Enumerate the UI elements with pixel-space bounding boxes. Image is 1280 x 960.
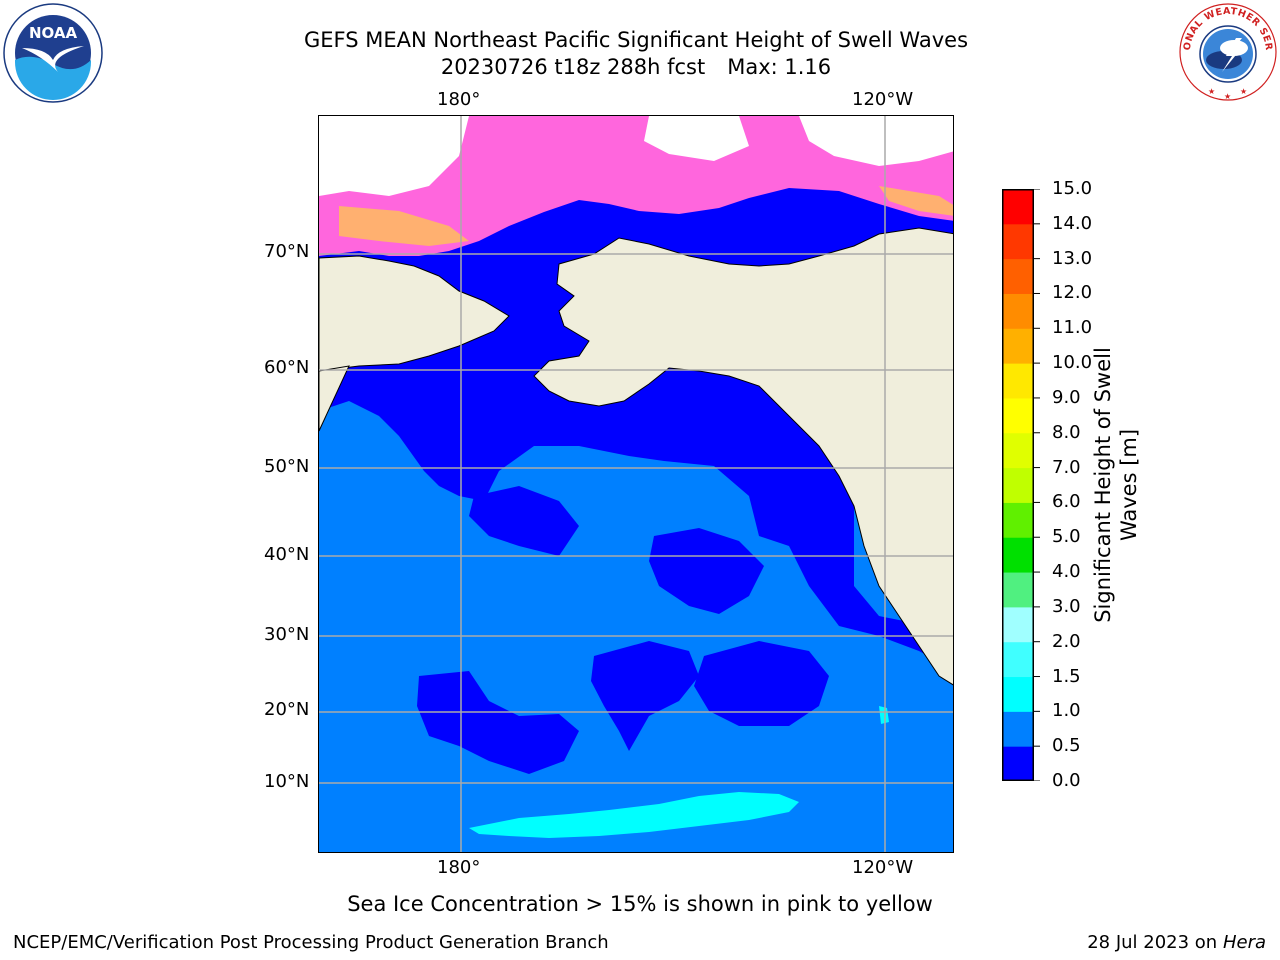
colorbar-tick-label: 15.0 xyxy=(1052,178,1093,199)
lat-tick: 60°N xyxy=(264,357,310,378)
lat-tick: 70°N xyxy=(264,241,310,262)
chart-subtitle: 20230726 t18z 288h fcst Max: 1.16 xyxy=(0,54,1272,80)
lat-tick: 10°N xyxy=(264,771,310,792)
nws-logo-icon: NATIONAL WEATHER SERVICE ★ ★ ★ xyxy=(1178,2,1277,101)
swell-height-field xyxy=(319,116,953,852)
colorbar-swatch xyxy=(1002,397,1034,434)
svg-text:★: ★ xyxy=(1208,87,1215,96)
map-gridlines xyxy=(319,116,953,852)
colorbar-tick-label: 1.5 xyxy=(1052,665,1081,687)
lat-tick: 30°N xyxy=(264,624,310,645)
colorbar-frame xyxy=(1002,189,1034,781)
footer-host: Hera xyxy=(1222,932,1266,953)
colorbar-swatch xyxy=(1002,223,1034,260)
colorbar-tick-label: 9.0 xyxy=(1052,386,1081,408)
chart-title: GEFS MEAN Northeast Pacific Significant … xyxy=(303,28,969,52)
colorbar-swatch xyxy=(1002,363,1034,399)
sea-ice-max xyxy=(799,116,953,166)
colorbar-tick-label: 0.0 xyxy=(1052,770,1081,791)
sea-ice-pink xyxy=(319,116,953,256)
colorbar-tick-label: 6.0 xyxy=(1052,491,1081,513)
noaa-logo-icon: NOAA xyxy=(3,3,103,103)
land-north-america xyxy=(533,227,953,686)
sea-ice-max xyxy=(644,116,749,161)
colorbar-swatch xyxy=(1002,293,1034,329)
lat-tick: 20°N xyxy=(264,699,310,720)
colorbar-swatch xyxy=(1002,606,1034,643)
ocean-field-cyan-band xyxy=(469,792,799,838)
sea-ice-orange xyxy=(339,206,469,246)
colorbar-tick-label: 8.0 xyxy=(1052,421,1081,443)
colorbar-swatch xyxy=(1002,641,1034,678)
colorbar-tick-label: 2.0 xyxy=(1052,630,1081,652)
colorbar-swatch xyxy=(1002,432,1034,469)
colorbar-tick-label: 7.0 xyxy=(1052,456,1081,478)
colorbar-swatch xyxy=(1002,328,1034,364)
lon-tick-bottom: 120°W xyxy=(852,857,914,878)
lon-tick-top: 180° xyxy=(437,89,481,110)
sea-ice-orange xyxy=(879,186,953,216)
max-value-label: Max: 1.16 xyxy=(727,55,832,79)
colorbar-tick-label: 1.0 xyxy=(1052,700,1081,722)
ocean-field-low-blob xyxy=(591,641,699,751)
colorbar-swatch xyxy=(1002,258,1034,294)
footer-date: 28 Jul 2023 on Hera xyxy=(1087,932,1266,954)
lon-tick-top: 120°W xyxy=(852,89,914,110)
forecast-run-label: 20230726 t18z 288h fcst xyxy=(440,55,706,79)
sea-ice-max xyxy=(319,116,469,196)
sea-ice-note: Sea Ice Concentration > 15% is shown in … xyxy=(347,892,933,916)
svg-text:★: ★ xyxy=(1224,92,1231,101)
ocean-field-low-blob xyxy=(694,641,829,726)
colorbar-swatch xyxy=(1002,572,1034,608)
svg-text:★: ★ xyxy=(1240,87,1247,96)
colorbar-swatch xyxy=(1002,676,1034,712)
colorbar-swatch xyxy=(1002,502,1034,538)
ocean-field-low-blob xyxy=(649,528,764,614)
svg-text:NOAA: NOAA xyxy=(29,24,78,42)
footer-date-text: 28 Jul 2023 on xyxy=(1087,932,1223,953)
colorbar-tick-label: 5.0 xyxy=(1052,526,1081,548)
ocean-field-cyan-spot xyxy=(879,706,889,724)
colorbar-title-line1: Significant Height of Swell xyxy=(1091,347,1115,623)
colorbar xyxy=(1002,189,1040,781)
colorbar-tick-label: 13.0 xyxy=(1052,247,1093,269)
lat-tick: 40°N xyxy=(264,544,310,565)
colorbar-swatch xyxy=(1002,746,1034,781)
lat-tick: 50°N xyxy=(264,456,310,477)
colorbar-tick-label: 4.0 xyxy=(1052,561,1081,583)
ocean-field-low-blob xyxy=(469,486,579,556)
colorbar-swatch xyxy=(1002,467,1034,503)
colorbar-tick-label: 12.0 xyxy=(1052,282,1093,304)
map-panel xyxy=(318,115,954,853)
colorbar-tick-label: 11.0 xyxy=(1052,317,1093,339)
lon-tick-bottom: 180° xyxy=(437,857,481,878)
colorbar-tick-label: 0.5 xyxy=(1052,735,1081,757)
ocean-field-low-blob xyxy=(417,671,579,774)
colorbar-swatch xyxy=(1002,189,1034,225)
colorbar-swatch xyxy=(1002,711,1034,747)
colorbar-tick-label: 3.0 xyxy=(1052,595,1081,617)
footer-branch: NCEP/EMC/Verification Post Processing Pr… xyxy=(13,932,609,953)
land-kamchatka xyxy=(319,365,350,432)
colorbar-tick-label: 14.0 xyxy=(1052,212,1093,234)
colorbar-swatch xyxy=(1002,537,1034,573)
colorbar-tick-label: 10.0 xyxy=(1052,352,1093,374)
colorbar-title-line2: Waves [m] xyxy=(1117,428,1141,542)
